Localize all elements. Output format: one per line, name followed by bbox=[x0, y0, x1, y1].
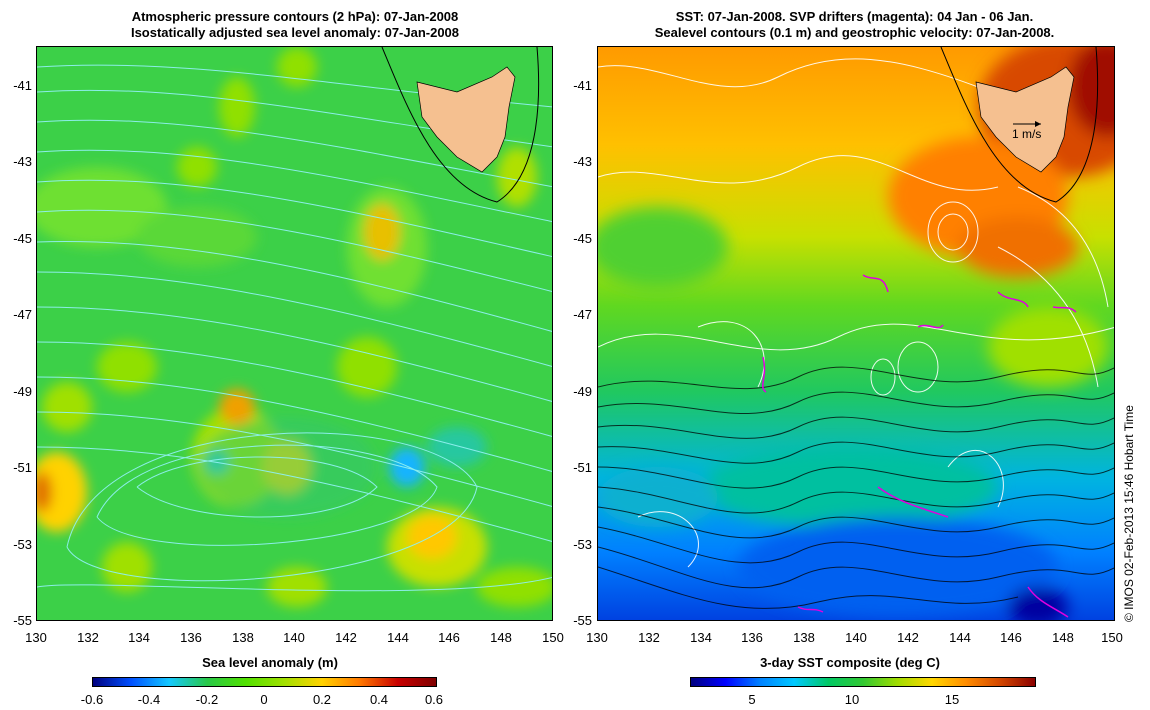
anomaly-patches bbox=[37, 47, 552, 607]
sealevel-contours bbox=[598, 58, 1114, 568]
velocity-scale-arrowhead bbox=[1035, 121, 1041, 127]
right-y-label: -41 bbox=[573, 78, 592, 93]
left-colorbar-tick-label: 0.2 bbox=[312, 692, 332, 707]
right-title-line1: SST: 07-Jan-2008. SVP drifters (magenta)… bbox=[675, 9, 1034, 24]
right-x-label: 136 bbox=[741, 630, 763, 645]
left-colorbar-tick-label: -0.4 bbox=[137, 692, 161, 707]
sea-level-colorbar bbox=[92, 677, 437, 687]
svp-drifter-tracks bbox=[762, 274, 1077, 618]
left-y-label: -41 bbox=[13, 78, 32, 93]
left-x-label: 150 bbox=[542, 630, 564, 645]
tasmania-land bbox=[975, 66, 1075, 173]
right-x-label: 134 bbox=[690, 630, 712, 645]
left-y-label: -47 bbox=[13, 307, 32, 322]
left-colorbar-tick-label: 0.6 bbox=[424, 692, 444, 707]
left-y-label: -55 bbox=[13, 613, 32, 628]
right-bathymetry-line bbox=[940, 47, 1099, 203]
sst-map[interactable]: 1 m/s bbox=[597, 46, 1115, 621]
velocity-scale-label: 1 m/s bbox=[1012, 127, 1042, 141]
left-x-label: 144 bbox=[387, 630, 409, 645]
right-y-label: -47 bbox=[573, 307, 592, 322]
right-y-label: -49 bbox=[573, 384, 592, 399]
right-x-label: 146 bbox=[1000, 630, 1022, 645]
right-x-label: 138 bbox=[793, 630, 815, 645]
sea-level-anomaly-svg bbox=[37, 47, 552, 620]
right-x-label: 142 bbox=[897, 630, 919, 645]
left-panel-title: Atmospheric pressure contours (2 hPa): 0… bbox=[40, 9, 550, 41]
right-x-label: 130 bbox=[586, 630, 608, 645]
left-x-label: 130 bbox=[25, 630, 47, 645]
right-y-label: -45 bbox=[573, 231, 592, 246]
right-colorbar-tick-label: 5 bbox=[748, 692, 756, 707]
right-x-label: 148 bbox=[1052, 630, 1074, 645]
left-x-label: 142 bbox=[335, 630, 357, 645]
left-title-line2: Isostatically adjusted sea level anomaly… bbox=[130, 25, 460, 40]
right-colorbar-tick-label: 15 bbox=[944, 692, 960, 707]
left-x-label: 132 bbox=[77, 630, 99, 645]
left-y-label: -49 bbox=[13, 384, 32, 399]
sst-colorbar bbox=[690, 677, 1036, 687]
imos-watermark: © IMOS 02-Feb-2013 15:46 Hobart Time bbox=[1122, 405, 1136, 622]
geostrophic-streamlines bbox=[598, 366, 1114, 609]
left-x-label: 138 bbox=[232, 630, 254, 645]
right-colorbar-tick-label: 10 bbox=[844, 692, 860, 707]
right-y-label: -43 bbox=[573, 154, 592, 169]
right-colorbar-title: 3-day SST composite (deg C) bbox=[760, 655, 940, 670]
left-x-label: 146 bbox=[438, 630, 460, 645]
pressure-contours bbox=[37, 64, 552, 592]
left-colorbar-title: Sea level anomaly (m) bbox=[202, 655, 338, 670]
left-colorbar-tick-label: -0.6 bbox=[80, 692, 104, 707]
right-title-line2: Sealevel contours (0.1 m) and geostrophi… bbox=[654, 25, 1055, 40]
left-colorbar-tick-label: 0 bbox=[260, 692, 268, 707]
right-x-label: 150 bbox=[1101, 630, 1123, 645]
sea-level-anomaly-map[interactable] bbox=[36, 46, 553, 621]
right-y-label: -51 bbox=[573, 460, 592, 475]
left-y-label: -43 bbox=[13, 154, 32, 169]
right-panel-title: SST: 07-Jan-2008. SVP drifters (magenta)… bbox=[597, 9, 1112, 41]
left-x-label: 140 bbox=[283, 630, 305, 645]
right-x-label: 132 bbox=[638, 630, 660, 645]
left-x-label: 136 bbox=[180, 630, 202, 645]
left-y-label: -51 bbox=[13, 460, 32, 475]
left-title-line1: Atmospheric pressure contours (2 hPa): 0… bbox=[131, 9, 459, 24]
sst-svg bbox=[598, 47, 1114, 620]
left-y-label: -45 bbox=[13, 231, 32, 246]
left-x-label: 148 bbox=[490, 630, 512, 645]
left-bathymetry-line bbox=[381, 47, 540, 203]
left-y-label: -53 bbox=[13, 537, 32, 552]
right-y-label: -55 bbox=[573, 613, 592, 628]
left-colorbar-tick-label: 0.4 bbox=[369, 692, 389, 707]
right-y-label: -53 bbox=[573, 537, 592, 552]
right-x-label: 144 bbox=[949, 630, 971, 645]
left-colorbar-tick-label: -0.2 bbox=[195, 692, 219, 707]
right-x-label: 140 bbox=[845, 630, 867, 645]
left-x-label: 134 bbox=[128, 630, 150, 645]
tasmania-land bbox=[416, 66, 516, 173]
